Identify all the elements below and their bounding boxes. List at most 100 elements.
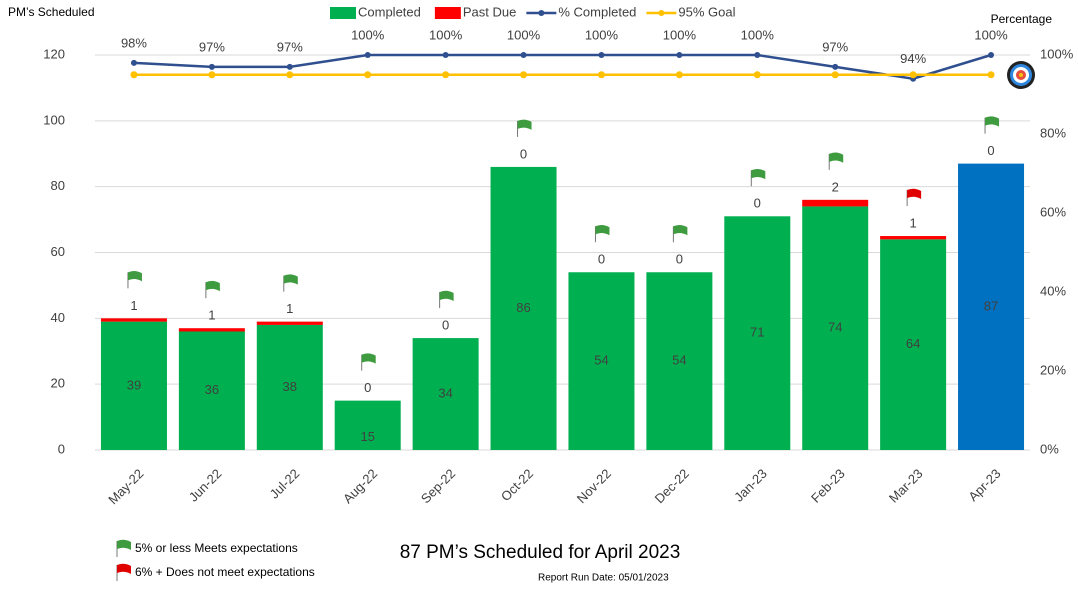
legend-label: 95% Goal	[678, 4, 735, 19]
legend-swatch	[434, 7, 461, 19]
bar-label: 71	[750, 325, 764, 340]
x-tick-label: Jan-23	[731, 466, 770, 505]
bar-past-due	[802, 199, 869, 207]
bar	[880, 239, 947, 450]
bar	[334, 400, 401, 450]
line-marker	[364, 71, 372, 79]
y-tick-label: 40	[51, 310, 65, 325]
line-label: 97%	[822, 39, 848, 54]
line-label: 94%	[900, 51, 926, 66]
x-tick-label: May-22	[105, 466, 146, 507]
line-marker	[520, 52, 527, 58]
flag-legend-label: 6% + Does not meet expectations	[135, 565, 315, 579]
bar-label: 54	[594, 353, 608, 368]
bar-label: 34	[438, 385, 452, 400]
past-due-label: 1	[910, 215, 917, 230]
line-marker	[364, 52, 371, 58]
y-tick-label: 120	[43, 46, 65, 61]
line-marker	[442, 52, 449, 58]
bar-past-due	[178, 328, 245, 332]
flag	[907, 188, 922, 200]
past-due-label: 0	[364, 380, 371, 395]
line-label: 100%	[663, 27, 697, 42]
line-marker	[831, 71, 839, 79]
legend-label: Past Due	[463, 4, 516, 19]
line-marker	[832, 63, 839, 70]
bar-label: 38	[283, 379, 297, 394]
flag-legend-label: 5% or less Meets expectations	[135, 541, 298, 555]
legend-label: % Completed	[558, 4, 636, 19]
flag	[361, 353, 376, 364]
bar	[568, 272, 635, 450]
line-marker	[909, 71, 917, 79]
y-tick-label: 20	[51, 376, 65, 391]
bar-label: 64	[906, 336, 920, 351]
bar-past-due	[100, 318, 167, 322]
target-icon	[1007, 61, 1035, 89]
line-label: 100%	[507, 27, 541, 42]
past-due-label: 2	[832, 179, 839, 194]
line-marker	[598, 52, 605, 58]
line	[133, 53, 992, 80]
x-tick-label: Jun-22	[186, 466, 225, 505]
line-label: 100%	[351, 27, 385, 42]
y-axis-title: PM’s Scheduled	[8, 5, 95, 19]
line-label: 98%	[121, 35, 147, 50]
past-due-label: 0	[987, 143, 994, 158]
x-tick-label: Apr-23	[965, 466, 1003, 504]
legend-flag	[117, 539, 131, 550]
y2-tick-label: 0%	[1040, 441, 1059, 456]
bar-label: 87	[984, 298, 998, 313]
bar	[256, 324, 323, 450]
flag	[829, 152, 844, 163]
line-label: 97%	[199, 39, 225, 54]
flag	[127, 271, 142, 282]
line-marker	[208, 71, 216, 79]
bar	[646, 272, 713, 450]
y-tick-label: 80	[51, 178, 65, 193]
y2-tick-label: 100%	[1040, 46, 1074, 61]
y-tick-label: 60	[51, 244, 65, 259]
past-due-label: 1	[208, 308, 215, 323]
past-due-label: 0	[754, 196, 761, 211]
line-label: 100%	[429, 27, 463, 42]
bar-label: 74	[828, 320, 842, 335]
legend-swatch	[330, 7, 356, 19]
flag	[673, 224, 688, 236]
line-marker	[675, 71, 683, 79]
x-tick-label: Oct-22	[498, 466, 536, 504]
bar-label: 36	[205, 382, 219, 397]
flag	[283, 274, 298, 285]
bar	[100, 321, 167, 450]
footer-note: Report Run Date: 05/01/2023	[538, 573, 669, 584]
legend-swatch	[538, 10, 545, 16]
x-tick-label: Dec-22	[652, 466, 692, 506]
line-marker	[753, 71, 761, 79]
line-marker	[754, 52, 761, 58]
x-tick-label: Aug-22	[340, 466, 380, 506]
flag	[205, 280, 220, 292]
bar-label: 39	[127, 377, 141, 392]
line-marker	[987, 71, 995, 79]
y2-tick-label: 60%	[1040, 204, 1066, 219]
x-tick-label: Feb-23	[808, 466, 848, 506]
line-marker	[988, 52, 995, 58]
bar	[178, 331, 245, 450]
footer-title: 87 PM’s Scheduled for April 2023	[400, 542, 681, 563]
line-label: 97%	[277, 39, 303, 54]
x-tick-label: Sep-22	[418, 466, 458, 506]
line-label: 100%	[741, 27, 775, 42]
y-tick-label: 0	[58, 441, 65, 456]
past-due-label: 0	[598, 252, 605, 267]
bar	[724, 216, 791, 450]
line-marker	[130, 71, 138, 79]
bar-label: 15	[360, 429, 374, 444]
x-tick-label: Jul-22	[267, 466, 303, 502]
legend-swatch	[658, 10, 665, 16]
bar-label: 54	[672, 353, 686, 368]
bar	[958, 163, 1025, 450]
line-marker	[286, 71, 294, 79]
flag	[595, 224, 610, 236]
line-marker	[597, 71, 605, 79]
legend-flag	[117, 563, 131, 574]
